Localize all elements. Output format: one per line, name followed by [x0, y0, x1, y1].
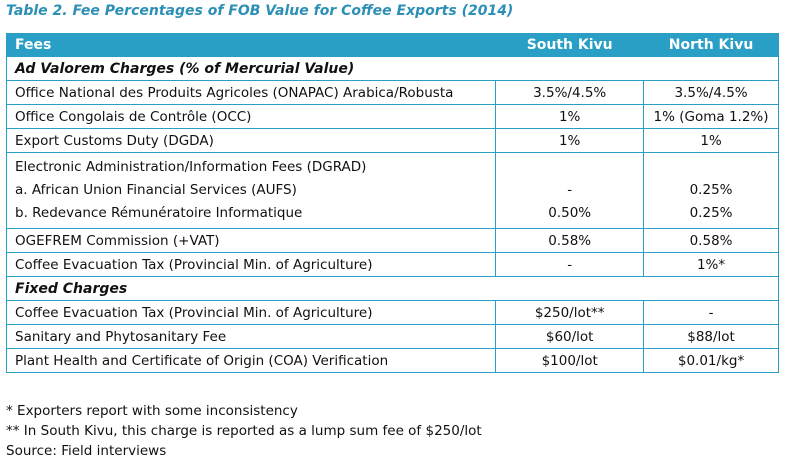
- fee-name: Export Customs Duty (DGDA): [5, 128, 497, 153]
- table-row: Coffee Evacuation Tax (Provincial Min. o…: [5, 252, 779, 277]
- table-row-electronic-fees: Electronic Administration/Information Fe…: [5, 152, 779, 229]
- header-south-kivu: South Kivu: [495, 33, 645, 57]
- south-kivu-value: 3.5%/4.5%: [495, 80, 645, 105]
- table-row: Coffee Evacuation Tax (Provincial Min. o…: [5, 300, 779, 325]
- north-kivu-value: $0.01/kg*: [643, 348, 779, 373]
- group-heading: Electronic Administration/Information Fe…: [15, 159, 367, 175]
- south-kivu-value: $60/lot: [495, 324, 645, 349]
- south-kivu-value: -: [567, 182, 573, 198]
- south-kivu-value: -: [495, 252, 645, 277]
- section-title: Fixed Charges: [6, 276, 779, 301]
- south-kivu-value: 0.58%: [495, 228, 645, 253]
- source-note: Source: Field interviews: [6, 443, 167, 459]
- fee-name: Coffee Evacuation Tax (Provincial Min. o…: [5, 252, 497, 277]
- fee-name: Sanitary and Phytosanitary Fee: [5, 324, 497, 349]
- fee-name: Coffee Evacuation Tax (Provincial Min. o…: [5, 300, 497, 325]
- table-row: Export Customs Duty (DGDA) 1% 1%: [5, 128, 779, 153]
- north-kivu-value: 1%: [643, 128, 779, 153]
- north-kivu-value: 1% (Goma 1.2%): [643, 104, 779, 129]
- south-kivu-value: $250/lot**: [495, 300, 645, 325]
- table-title: Table 2. Fee Percentages of FOB Value fo…: [6, 3, 514, 19]
- north-kivu-value-group: 0.25% 0.25%: [643, 152, 779, 229]
- fee-name-group: Electronic Administration/Information Fe…: [5, 152, 497, 229]
- fee-name: Plant Health and Certificate of Origin (…: [5, 348, 497, 373]
- fee-table: Fees South Kivu North Kivu Ad Valorem Ch…: [5, 33, 779, 373]
- south-kivu-value: 1%: [495, 104, 645, 129]
- fee-subitem: b. Redevance Rémunératoire Informatique: [15, 205, 303, 221]
- north-kivu-value: 0.25%: [689, 205, 733, 221]
- north-kivu-value: 3.5%/4.5%: [643, 80, 779, 105]
- table-header-row: Fees South Kivu North Kivu: [5, 33, 779, 57]
- footnote: ** In South Kivu, this charge is reporte…: [6, 423, 482, 439]
- south-kivu-value: 0.50%: [548, 205, 592, 221]
- section-row-fixed: Fixed Charges: [6, 276, 779, 301]
- table-row: Office National des Produits Agricoles (…: [5, 80, 779, 105]
- north-kivu-value: 0.58%: [643, 228, 779, 253]
- south-kivu-value-group: - 0.50%: [495, 152, 645, 229]
- fee-name: OGEFREM Commission (+VAT): [5, 228, 497, 253]
- table-row: OGEFREM Commission (+VAT) 0.58% 0.58%: [5, 228, 779, 253]
- section-title: Ad Valorem Charges (% of Mercurial Value…: [6, 56, 779, 81]
- north-kivu-value: 1%*: [643, 252, 779, 277]
- fee-name: Office National des Produits Agricoles (…: [5, 80, 497, 105]
- table-row: Plant Health and Certificate of Origin (…: [5, 348, 779, 373]
- fee-subitem: a. African Union Financial Services (AUF…: [15, 182, 297, 198]
- footnote: * Exporters report with some inconsisten…: [6, 403, 298, 419]
- north-kivu-value: 0.25%: [689, 182, 733, 198]
- section-row-ad-valorem: Ad Valorem Charges (% of Mercurial Value…: [6, 56, 779, 81]
- table-row: Sanitary and Phytosanitary Fee $60/lot $…: [5, 324, 779, 349]
- header-north-kivu: North Kivu: [643, 33, 779, 57]
- header-fees: Fees: [5, 33, 497, 57]
- table-row: Office Congolais de Contrôle (OCC) 1% 1%…: [5, 104, 779, 129]
- north-kivu-value: $88/lot: [643, 324, 779, 349]
- south-kivu-value: 1%: [495, 128, 645, 153]
- table-notes: * Exporters report with some inconsisten…: [6, 401, 482, 461]
- south-kivu-value: $100/lot: [495, 348, 645, 373]
- north-kivu-value: -: [643, 300, 779, 325]
- fee-name: Office Congolais de Contrôle (OCC): [5, 104, 497, 129]
